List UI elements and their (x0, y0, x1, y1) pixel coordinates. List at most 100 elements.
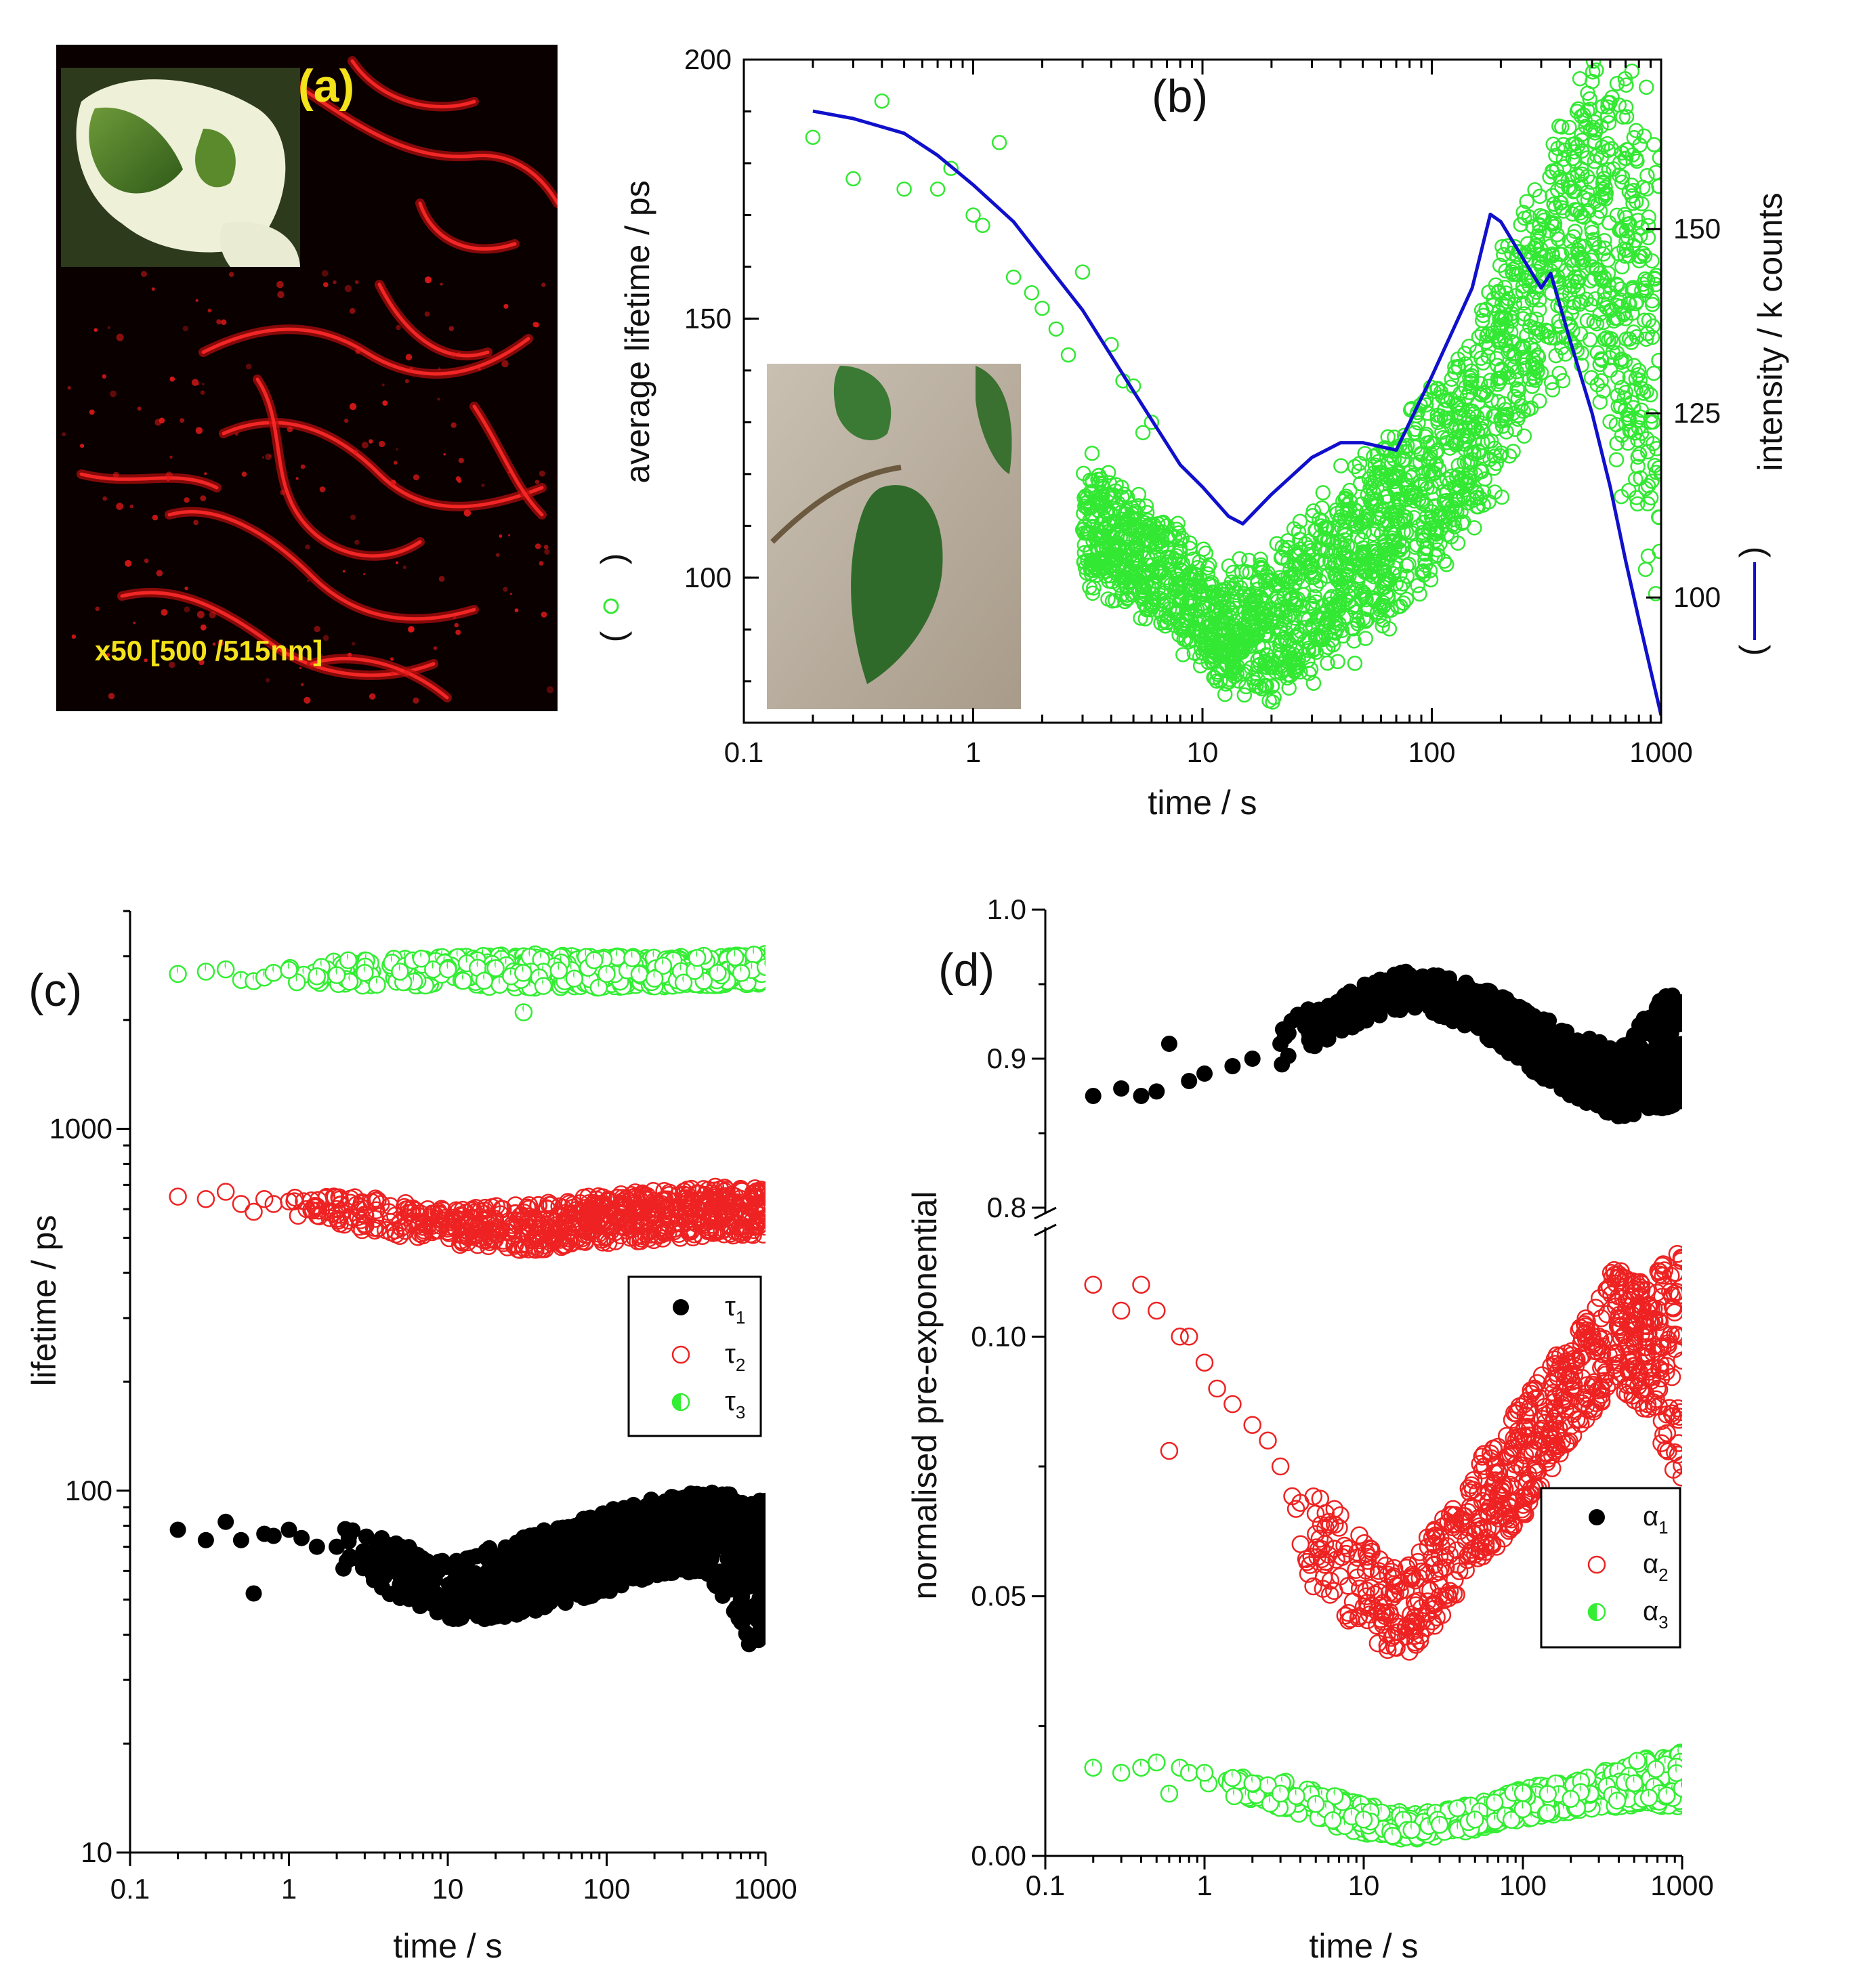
lifetime-band-point (1257, 654, 1274, 671)
tau1-point-band (535, 1551, 551, 1568)
lifetime-band-point (1176, 622, 1192, 639)
fluorescence-spot (532, 322, 539, 328)
lifetime-point (1048, 321, 1064, 337)
lifetime-point (1493, 362, 1509, 379)
lifetime-band-point (1614, 145, 1630, 161)
lifetime-band-point (1440, 410, 1456, 426)
lifetime-band-point (1620, 410, 1636, 426)
lifetime-band-point (1594, 352, 1610, 368)
tau1-point-band (735, 1530, 752, 1547)
tau1-point-band (669, 1490, 686, 1507)
tau1-point-band (742, 1557, 759, 1574)
tau2-point-band (658, 1190, 677, 1209)
lifetime-band-point (1492, 257, 1508, 274)
lifetime-band-point (1277, 631, 1293, 647)
lifetime-point (1643, 415, 1658, 430)
lifetime-band-point (1375, 612, 1391, 628)
lifetime-band-point (1293, 541, 1308, 557)
tau2-point-band (616, 1200, 635, 1219)
lifetime-point (1333, 554, 1349, 570)
lifetime-band-point (1608, 452, 1625, 467)
lifetime-band-point (1347, 656, 1363, 671)
y2-tick-label: 150 (1673, 213, 1721, 245)
lifetime-point (991, 135, 1007, 150)
lifetime-band-point (1508, 266, 1524, 282)
fluorescence-spot (107, 326, 110, 329)
tau2-point-band (655, 1182, 673, 1200)
lifetime-band-point (1531, 301, 1547, 318)
lifetime-band-point (1395, 452, 1410, 468)
lifetime-band-point (1636, 128, 1652, 144)
tau2-point-band (633, 1184, 652, 1203)
tau1-point-band (665, 1532, 682, 1549)
lifetime-band-point (1130, 498, 1146, 513)
lifetime-band-point (1460, 477, 1476, 492)
tau2-point-band (755, 1204, 766, 1223)
lifetime-band-point (1601, 333, 1616, 348)
tau1-point-band (392, 1538, 409, 1555)
lifetime-band-point (1580, 102, 1595, 119)
fluorescence-spot (184, 606, 190, 613)
tau2-point-band (325, 1187, 343, 1206)
fluorescence-strand-core (289, 79, 558, 205)
lifetime-point (1304, 570, 1320, 586)
lifetime-band-point (1414, 564, 1430, 580)
lifetime-band-point (1650, 509, 1661, 525)
fluorescence-spot (495, 553, 500, 557)
tau2-point-band (526, 1240, 545, 1259)
lifetime-band-point (1601, 115, 1617, 131)
lifetime-band-point (1493, 411, 1509, 427)
lifetime-band-point (1486, 448, 1503, 464)
fluorescence-spot (408, 626, 415, 633)
fluorescence-spot (106, 653, 110, 657)
lifetime-band-point (1624, 394, 1639, 410)
lifetime-band-point (1259, 647, 1274, 662)
lifetime-band-point (1461, 338, 1477, 354)
lifetime-band-point (1137, 611, 1154, 627)
lifetime-band-point (1554, 200, 1570, 215)
lifetime-band-point (1477, 471, 1493, 487)
lifetime-point (1618, 311, 1633, 326)
right-marker-paren-open: ( (1733, 644, 1771, 656)
fluorescence-spot (269, 454, 272, 458)
lifetime-point (1263, 611, 1280, 627)
fluorescence-spot (137, 406, 142, 411)
lifetime-band-point (1160, 528, 1175, 545)
tau2-point-band (414, 1226, 432, 1245)
lifetime-band-point (1646, 137, 1661, 152)
lifetime-band-point (1370, 511, 1385, 526)
fluorescence-spot (382, 400, 388, 406)
lifetime-band-point (1544, 285, 1560, 301)
lifetime-band-point (1426, 383, 1442, 399)
fluorescence-spot (448, 326, 455, 331)
lifetime-band-point (1618, 100, 1634, 115)
lifetime-band-point (1597, 240, 1613, 256)
fluorescence-spot (295, 477, 299, 480)
lifetime-band-point (1475, 435, 1490, 450)
lifetime-band-point (1413, 446, 1429, 461)
lifetime-band-point (1217, 686, 1233, 702)
lifetime-band-point (1386, 451, 1402, 467)
tau1-point-band (344, 1522, 361, 1539)
fluorescence-spot (102, 374, 107, 379)
fluorescence-spot (207, 308, 212, 313)
fluorescence-spot (307, 579, 310, 582)
fluorescence-spot (80, 444, 85, 448)
tau1-point-band (448, 1554, 465, 1571)
lifetime-band-point (1218, 635, 1234, 650)
lifetime-band-point (1473, 350, 1489, 366)
lifetime-band-point (1545, 246, 1560, 262)
lifetime-band-point (1583, 122, 1599, 138)
lifetime-band-point (1352, 475, 1368, 492)
lifetime-band-point (1412, 586, 1427, 602)
lifetime-band-point (1116, 486, 1132, 503)
fluorescence-spot (116, 333, 124, 341)
fluorescence-spot (454, 622, 459, 628)
tau2-point-band (612, 1205, 631, 1223)
lifetime-band-point (1249, 582, 1265, 597)
fluorescence-spot (102, 496, 107, 501)
lifetime-band-point (1450, 396, 1467, 411)
lifetime-band-point (1375, 618, 1390, 634)
tau2-point-band (550, 1197, 568, 1216)
tau2-point-band (579, 1223, 597, 1241)
